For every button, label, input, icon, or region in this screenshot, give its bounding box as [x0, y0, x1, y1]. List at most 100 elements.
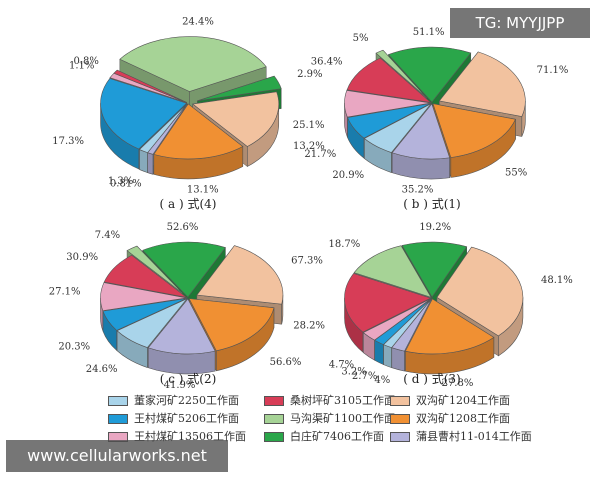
- legend-label: 王村煤矿13506工作面: [134, 430, 246, 443]
- pie-slice: [362, 298, 432, 341]
- pie-data-label: 71.1%: [537, 65, 569, 76]
- pie-slice: [404, 298, 495, 355]
- pie-slice: [126, 245, 183, 294]
- legend-swatch: [108, 396, 128, 406]
- legend-label: 双沟矿1204工作面: [416, 394, 510, 407]
- pie-slice: [347, 103, 431, 139]
- pie-slice: [346, 57, 432, 103]
- chart-title: ( b ) 式(1): [403, 197, 461, 211]
- watermark-top: TG: MYYJJPP: [450, 8, 590, 38]
- pie-chart-1: 1.3% 17.3% 1.1%0.8% 24.4% 2.9% 13.2% 13.1% 0.81…: [52, 17, 325, 211]
- pie-slice-side: [391, 347, 405, 372]
- pie-data-label: 18.7%: [328, 239, 360, 250]
- legend-swatch: [108, 414, 128, 424]
- pie-data-label: 24.6%: [86, 364, 118, 375]
- legend-swatch: [264, 414, 284, 424]
- pie-data-label: 2.7%: [352, 371, 377, 382]
- pie-slice: [196, 245, 284, 305]
- pie-data-label: 55%: [505, 167, 527, 178]
- pie-data-label: 20.9%: [332, 170, 364, 181]
- pie-data-label: 28.2%: [293, 321, 325, 332]
- pie-slice: [103, 254, 187, 298]
- pie-slice: [147, 298, 216, 355]
- legend-label: 王村煤矿5206工作面: [134, 412, 239, 425]
- pie-slice: [432, 103, 516, 158]
- pie-data-label: 17.3%: [52, 136, 84, 147]
- pie-data-label: 4.7%: [329, 359, 354, 370]
- chart-title: ( c ) 式(2): [160, 372, 217, 386]
- pie-data-label: 0.81%: [110, 179, 142, 190]
- pie-data-label: 19.2%: [419, 222, 451, 233]
- legend-label: 马沟渠矿1100工作面: [290, 412, 395, 425]
- pie-data-label: 36.4%: [311, 56, 343, 67]
- pie-data-label: 24.4%: [182, 17, 214, 28]
- pie-chart-3: 24.6% 20.3% 27.1% 30.9% 7.4% 52.6% 67.3% 56.6% 4…: [49, 222, 323, 391]
- pie-data-label: 67.3%: [291, 255, 323, 266]
- pie-data-label: 5%: [353, 33, 369, 44]
- watermark-bottom: www.cellularworks.net: [6, 440, 228, 472]
- pie-data-label: 13.2%: [293, 141, 325, 152]
- legend-label: 蒲县曹村11-014工作面: [416, 430, 532, 443]
- pie-slice: [142, 241, 226, 298]
- pie-slice: [363, 103, 432, 153]
- pie-slice: [387, 46, 472, 103]
- pie-data-label: 41.9%: [164, 380, 196, 391]
- pie-data-label: 2.9%: [297, 69, 322, 80]
- pie-data-label: 0.8%: [74, 56, 99, 67]
- pie-data-label: 1.1%: [69, 61, 94, 72]
- pie-data-label: 21.7%: [304, 149, 336, 160]
- legend-label: 白庄矿7406工作面: [290, 430, 384, 443]
- pie-data-label: 30.9%: [66, 252, 98, 263]
- pie-slice-side: [147, 152, 154, 175]
- legend-swatch: [390, 396, 410, 406]
- pie-slice: [191, 91, 279, 147]
- pie-data-label: 35.2%: [402, 184, 434, 195]
- pie-chart-4: 2.7%3.2%4.7% 28.2% 18.7% 19.2% 48.1% 27.8% 4% (…: [293, 222, 573, 389]
- pie-data-label: 1.3%: [108, 176, 133, 187]
- pie-data-label: 4%: [374, 375, 390, 386]
- pie-slice: [113, 69, 187, 103]
- legend-swatch: [264, 396, 284, 406]
- pie-data-label: 27.1%: [49, 286, 81, 297]
- pie-slice: [119, 36, 267, 92]
- legend-swatch: [390, 432, 410, 442]
- pie-slice: [438, 51, 526, 117]
- pie-slice: [344, 273, 432, 333]
- legend-label: 桑树坪矿3105工作面: [290, 394, 395, 407]
- legend-label: 董家河矿2250工作面: [134, 394, 239, 407]
- pie-slice-side: [139, 149, 148, 174]
- pie-data-label: 51.1%: [413, 27, 445, 38]
- pie-slice: [188, 298, 275, 352]
- pie-data-label: 48.1%: [541, 275, 573, 286]
- pie-data-label: 13.1%: [187, 184, 219, 195]
- pie-data-label: 27.8%: [442, 378, 474, 389]
- pie-slice: [153, 103, 244, 160]
- pie-data-label: 3.2%: [341, 366, 366, 377]
- legend-swatch: [264, 432, 284, 442]
- pie-data-label: 20.3%: [58, 341, 90, 352]
- pie-data-label: 56.6%: [270, 357, 302, 368]
- pie-slice: [391, 103, 451, 160]
- pie-slice: [147, 103, 188, 155]
- pie-data-label: 7.4%: [95, 230, 120, 241]
- legend: 董家河矿2250工作面 王村煤矿5206工作面 王村煤矿13506工作面 桑树坪…: [108, 393, 548, 445]
- pie-slice: [391, 298, 432, 352]
- pie-slice: [197, 75, 282, 102]
- pie-slice-side: [383, 344, 392, 369]
- pie-slice: [102, 298, 187, 331]
- chart-title: ( d ) 式(3): [403, 372, 461, 386]
- pie-slice: [100, 282, 187, 312]
- chart-title: ( a ) 式(4): [160, 197, 217, 211]
- pie-slice: [353, 245, 432, 298]
- pie-chart-2: 20.9% 21.7% 25.1% 36.4% 5% 51.1% 71.1% 55% 35.2%…: [293, 27, 569, 211]
- pie-slice: [100, 78, 188, 150]
- pie-slice: [375, 49, 427, 98]
- pie-data-label: 52.6%: [167, 222, 199, 233]
- pie-data-label: 25.1%: [293, 120, 325, 131]
- pie-slice: [116, 298, 188, 348]
- pie-slice: [401, 241, 468, 298]
- pie-slice: [436, 246, 524, 337]
- pie-slice: [344, 90, 431, 118]
- legend-label: 双沟矿1208工作面: [416, 412, 510, 425]
